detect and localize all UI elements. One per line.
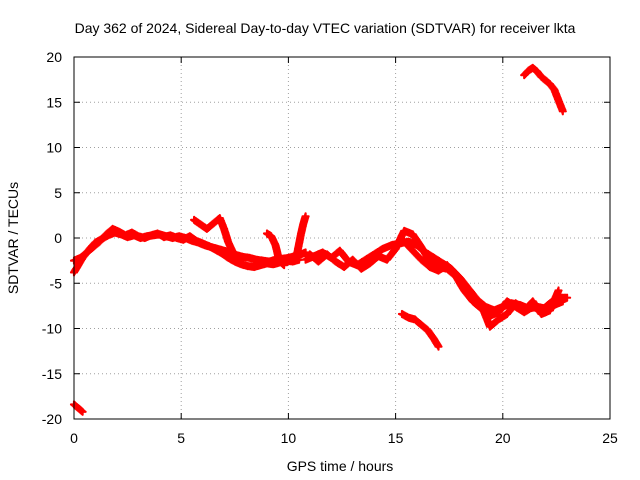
y-tick-label: 0 [54, 230, 62, 246]
y-tick-label: 5 [54, 185, 62, 201]
series-track-mid [301, 237, 567, 315]
series-track-high-22h [520, 63, 567, 116]
x-tick-label: 10 [281, 430, 297, 446]
axis-ticks: 0 5 10 15 20 25 -20 -15 -10 -5 0 5 10 15 20 [42, 49, 618, 446]
series-markers [301, 237, 567, 315]
series-track-low-16h [397, 309, 443, 351]
y-tick-label: -5 [50, 275, 63, 291]
series-markers [69, 400, 87, 416]
x-tick-label: 0 [70, 430, 78, 446]
y-tick-label: -10 [42, 321, 62, 337]
series-track-spike-11h [288, 212, 310, 264]
series-track-spike-9h [262, 229, 289, 270]
data-series [69, 63, 572, 416]
series-track-mid-c [400, 237, 563, 331]
x-axis-title: GPS time / hours [287, 458, 394, 474]
x-tick-label: 20 [495, 430, 511, 446]
chart-title: Day 362 of 2024, Sidereal Day-to-day VTE… [75, 20, 576, 36]
series-markers [190, 214, 246, 268]
plot-frame [73, 56, 611, 420]
series-markers [262, 229, 289, 270]
y-tick-label: -20 [42, 411, 62, 427]
series-track-hump-7h [190, 214, 246, 268]
series-markers [400, 237, 563, 331]
series-track-early-low [69, 400, 87, 416]
y-tick-label: 20 [46, 49, 62, 65]
x-tick-label: 5 [177, 430, 185, 446]
series-markers [397, 309, 443, 351]
y-axis-title: SDTVAR / TECUs [5, 182, 21, 294]
x-tick-label: 25 [602, 430, 618, 446]
y-tick-label: 10 [46, 140, 62, 156]
y-tick-label: 15 [46, 94, 62, 110]
grid [74, 57, 610, 419]
series-markers [520, 63, 567, 116]
series-markers [288, 212, 310, 264]
y-tick-label: -15 [42, 366, 62, 382]
x-tick-label: 15 [388, 430, 404, 446]
